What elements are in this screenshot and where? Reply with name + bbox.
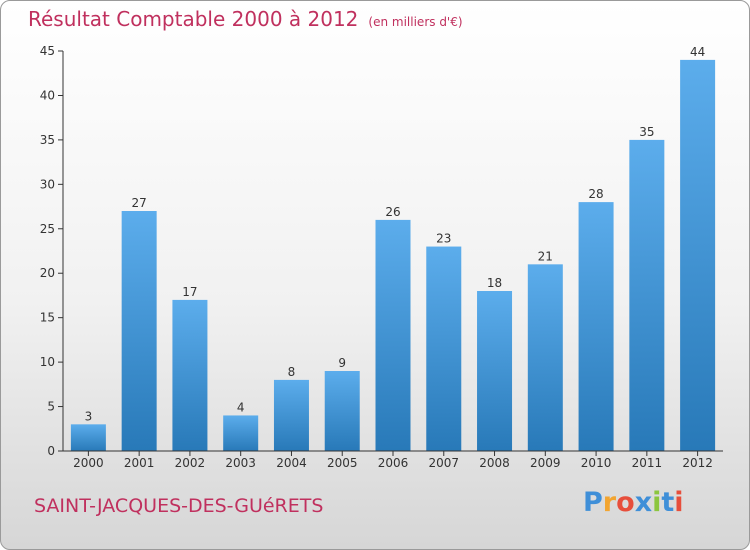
logo-letter: x — [634, 487, 653, 518]
data-label-2009: 21 — [538, 249, 553, 263]
data-label-2003: 4 — [237, 400, 245, 414]
y-axis-ticks: 0 5 10 15 20 25 30 35 40 45 — [40, 44, 63, 458]
data-label-2008: 18 — [487, 276, 502, 290]
x-tick-label-2002: 2002 — [175, 456, 206, 470]
commune-name: SAINT-JACQUES-DES-GUéRETS — [34, 495, 324, 517]
data-label-2005: 9 — [338, 356, 346, 370]
y-tick-label: 25 — [40, 222, 55, 236]
data-label-2011: 35 — [639, 125, 654, 139]
x-tick-label-2011: 2011 — [632, 456, 663, 470]
data-label-2001: 27 — [132, 196, 147, 210]
y-tick-label: 45 — [40, 44, 55, 58]
data-label-2004: 8 — [288, 365, 296, 379]
y-tick-label: 30 — [40, 177, 55, 191]
logo-letter: i — [652, 487, 662, 518]
x-axis-ticks: 2000 2001 2002 2003 2004 2005 2006 2007 2008 2009… — [73, 451, 713, 470]
bar-2002 — [172, 299, 208, 451]
y-tick-label: 5 — [47, 400, 55, 414]
x-tick-label-2006: 2006 — [378, 456, 409, 470]
y-tick-label: 0 — [47, 444, 55, 458]
logo-letter: i — [674, 487, 684, 518]
data-label-2012: 44 — [690, 45, 705, 59]
logo-letter: o — [616, 487, 635, 518]
data-label-2000: 3 — [85, 409, 93, 423]
data-label-2010: 28 — [588, 187, 603, 201]
bars — [70, 59, 716, 452]
chart-title: Résultat Comptable 2000 à 2012 — [28, 7, 359, 31]
bar-2001 — [121, 211, 157, 451]
bar-2011 — [629, 139, 665, 451]
x-tick-label-2007: 2007 — [428, 456, 459, 470]
x-tick-label-2004: 2004 — [276, 456, 307, 470]
bar-2007 — [426, 246, 462, 451]
y-tick-label: 10 — [40, 355, 55, 369]
bar-2003 — [223, 415, 259, 451]
bar-2009 — [527, 264, 563, 451]
x-tick-label-2005: 2005 — [327, 456, 358, 470]
bar-2006 — [375, 219, 411, 451]
bar-2005 — [324, 371, 360, 451]
logo-letter: P — [583, 487, 603, 518]
x-tick-label-2008: 2008 — [479, 456, 510, 470]
chart-title-block: Résultat Comptable 2000 à 2012 (en millie… — [28, 7, 463, 31]
x-tick-label-2003: 2003 — [225, 456, 256, 470]
bar-2000 — [70, 424, 106, 451]
x-tick-label-2001: 2001 — [124, 456, 155, 470]
data-label-2002: 17 — [182, 285, 197, 299]
y-tick-label: 40 — [40, 88, 55, 102]
bar-2008 — [477, 291, 513, 451]
bar-2004 — [273, 379, 309, 451]
data-label-2006: 26 — [385, 205, 400, 219]
data-labels: 3 27 17 4 8 9 26 23 18 21 28 35 44 — [85, 45, 706, 423]
logo-letter: t — [661, 487, 675, 518]
bar-2012 — [680, 59, 716, 452]
y-tick-label: 15 — [40, 311, 55, 325]
logo-letter: r — [602, 487, 617, 518]
x-tick-label-2000: 2000 — [73, 456, 104, 470]
y-tick-label: 20 — [40, 266, 55, 280]
data-label-2007: 23 — [436, 232, 451, 246]
x-tick-label-2012: 2012 — [682, 456, 713, 470]
x-tick-label-2010: 2010 — [581, 456, 612, 470]
bar-2010 — [578, 202, 614, 451]
x-tick-label-2009: 2009 — [530, 456, 561, 470]
chart-subtitle: (en milliers d'€) — [368, 15, 463, 29]
y-tick-label: 35 — [40, 133, 55, 147]
proxiti-logo: Proxiti — [583, 487, 684, 518]
